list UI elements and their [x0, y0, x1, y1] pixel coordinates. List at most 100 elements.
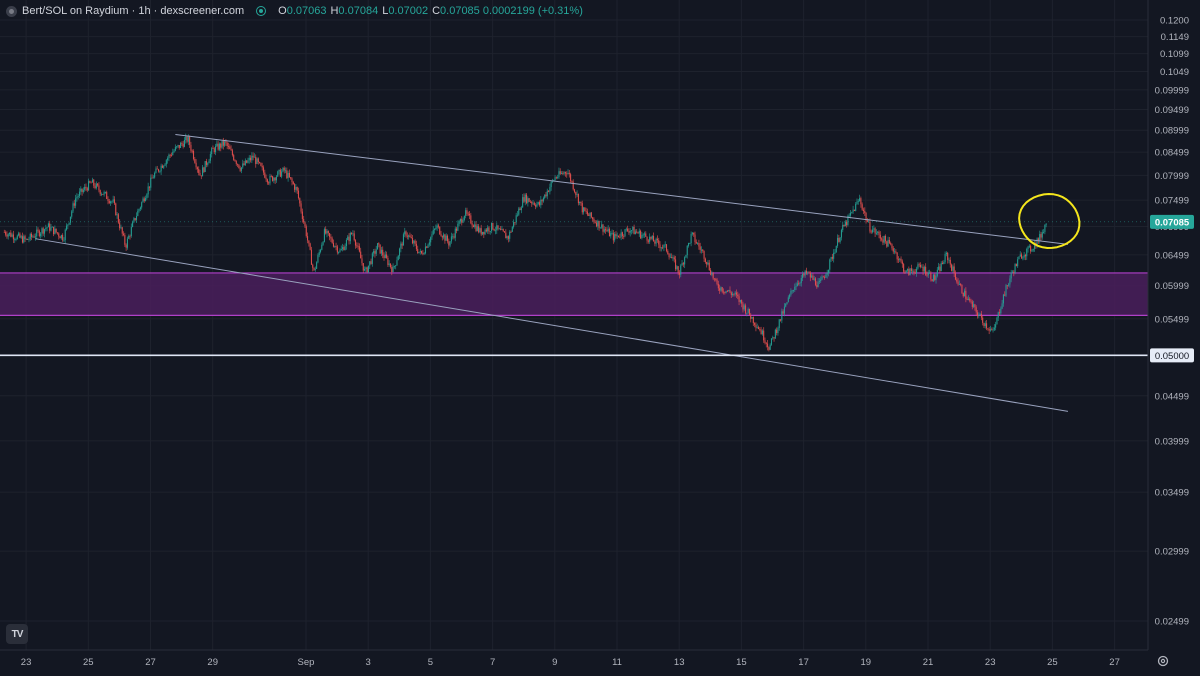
chart-title[interactable]: Bert/SOL on Raydium · 1h · dexscreener.c…	[22, 5, 245, 17]
candle-body	[23, 236, 25, 243]
chart-legend: Bert/SOL on Raydium · 1h · dexscreener.c…	[6, 3, 583, 19]
candle-body	[640, 230, 642, 239]
candle-body	[281, 171, 283, 177]
candle-body	[932, 274, 934, 282]
candle-body	[484, 229, 486, 235]
candle-body	[570, 174, 572, 182]
candle-body	[796, 283, 798, 287]
candle-body	[1043, 231, 1045, 233]
candle-body	[606, 230, 608, 232]
candle-body	[510, 231, 512, 233]
candle-body	[295, 186, 297, 190]
candle-body	[384, 254, 386, 259]
gear-icon[interactable]	[1156, 654, 1170, 668]
candle-body	[686, 245, 688, 256]
candle-body	[829, 259, 831, 270]
candle-body	[765, 343, 767, 344]
candle-body	[619, 237, 621, 238]
candle-body	[816, 284, 818, 288]
candle-body	[871, 229, 874, 233]
candle-body	[813, 278, 815, 280]
ohlc-key: O	[278, 5, 287, 17]
candle-body	[489, 231, 491, 232]
candle-body	[68, 222, 70, 225]
candle-body	[989, 329, 992, 331]
candle-body	[453, 236, 455, 238]
candle-body	[94, 185, 96, 189]
candle-body	[161, 165, 163, 168]
time-axis[interactable]: 23 25 27 29 Sep 3 5 7 9 11 13 15 17 19 21 23 25 27	[0, 649, 1148, 668]
candle-body	[417, 249, 419, 253]
candle-body	[628, 231, 630, 233]
candle-body	[694, 234, 696, 243]
candle-body	[97, 183, 99, 186]
last-price-label: 0.07085	[1155, 217, 1190, 228]
candle-body	[410, 237, 412, 239]
candle-body	[143, 198, 145, 202]
candle-body	[259, 162, 261, 163]
candle-body	[966, 298, 968, 300]
candle-body	[1027, 246, 1029, 250]
candle-body	[764, 340, 766, 344]
candle-body	[99, 190, 101, 195]
tradingview-logo[interactable]: TV	[6, 624, 28, 644]
candle-body	[405, 231, 407, 236]
ohlc-value: 0.0002199 (+0.31%)	[482, 5, 583, 17]
candle-body	[386, 254, 388, 258]
price-axis[interactable]: 0.1200 0.1149 0.1099 0.1049 0.09999 0.09499 0.…	[1147, 0, 1200, 676]
candle-body	[776, 329, 778, 334]
candle-body	[785, 303, 787, 307]
candle-body	[846, 221, 848, 226]
candle-body	[750, 314, 752, 319]
candle-body	[998, 312, 1001, 314]
candle-body	[602, 224, 604, 232]
candle-body	[488, 227, 490, 232]
candle-body	[485, 229, 487, 232]
candle-body	[124, 234, 126, 245]
candle-body	[952, 266, 954, 271]
candle-body	[496, 225, 498, 231]
candle-body	[536, 203, 538, 207]
time-tick-label: 23	[21, 657, 32, 668]
candle-body	[743, 305, 745, 310]
candle-body	[620, 232, 622, 238]
candle-body	[146, 194, 148, 199]
candle-body	[107, 198, 109, 201]
candle-body	[389, 263, 392, 268]
candle-body	[965, 290, 967, 299]
candle-body	[568, 172, 570, 175]
candle-body	[62, 235, 64, 241]
time-tick-label: 23	[985, 657, 996, 668]
market-status-icon[interactable]	[256, 6, 267, 16]
candle-body	[632, 226, 634, 231]
candle-body	[42, 228, 44, 234]
candle-body	[618, 235, 620, 238]
price-tick-label: 0.07999	[1155, 171, 1189, 182]
candle-body	[299, 198, 301, 204]
ohlc-key: L	[382, 5, 389, 17]
candle-body	[741, 299, 743, 304]
candle-body	[838, 237, 840, 242]
candle-body	[10, 232, 12, 237]
candle-body	[117, 214, 119, 223]
candle-body	[383, 255, 385, 259]
candle-body	[468, 213, 471, 216]
candle-body	[759, 329, 761, 330]
candle-body	[102, 193, 104, 195]
candle-body	[378, 243, 380, 245]
candle-body	[986, 323, 988, 329]
candle-body	[814, 278, 817, 285]
candle-body	[756, 327, 758, 329]
candle-body	[579, 201, 581, 204]
price-tick-label: 0.09999	[1155, 85, 1189, 96]
candle-body	[917, 264, 919, 269]
candle-body	[428, 242, 430, 245]
candle-body	[702, 249, 704, 252]
candle-body	[637, 232, 639, 234]
candle-body	[861, 204, 863, 210]
candle-body	[649, 236, 651, 242]
candle-body	[391, 267, 393, 273]
candle-body	[804, 270, 806, 276]
candle-body	[526, 194, 528, 204]
